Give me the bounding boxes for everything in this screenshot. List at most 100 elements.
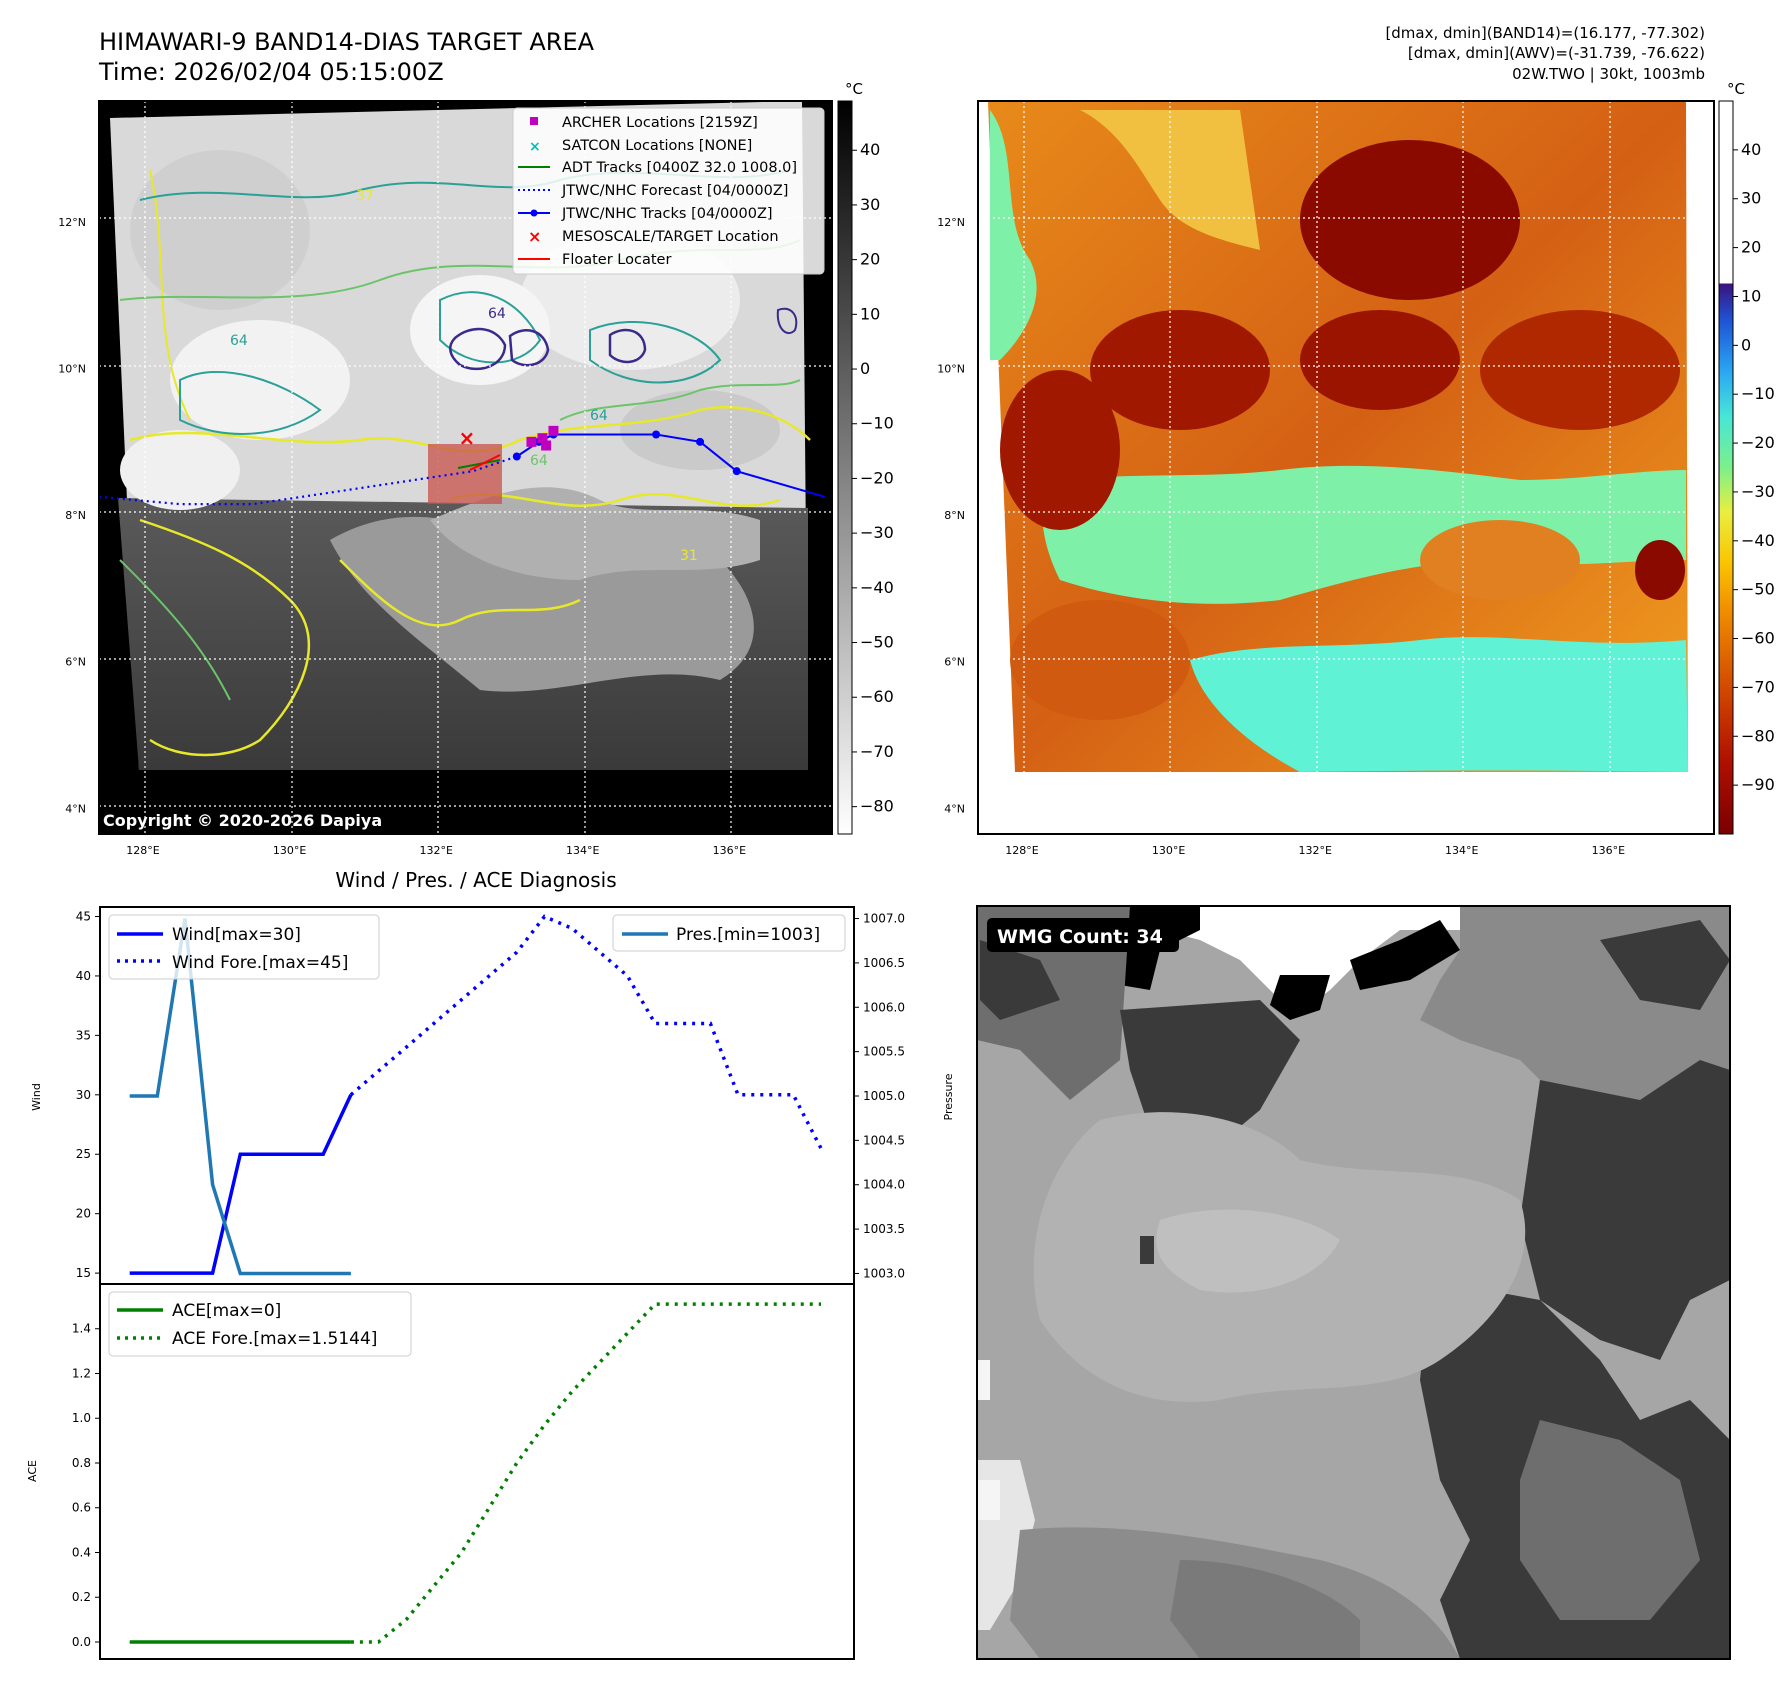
pressure-legend-label: Pres.[min=1003] <box>676 925 820 945</box>
lon-tick-label: 134°E <box>566 844 599 857</box>
colorbar-tick-label: −80 <box>1741 726 1775 745</box>
pressure-axis-label: Pressure <box>942 1073 955 1120</box>
wind-fore-legend-label: Wind Fore.[max=45] <box>172 953 348 973</box>
wmg-panel: WMG Count: 34 <box>976 905 1731 1660</box>
colorbar-tick-label: −10 <box>860 414 894 433</box>
ace-legend-label: ACE[max=0] <box>172 1301 281 1321</box>
track-point <box>652 430 661 439</box>
colorbar-tick-label: 20 <box>1741 238 1761 257</box>
lon-tick-label: 132°E <box>1298 844 1331 857</box>
colorbar-tick-label: −30 <box>860 523 894 542</box>
y-tick-label: 40 <box>76 969 91 983</box>
ace-chart: 0.0 0.2 0.4 0.6 0.8 1.0 1.2 1.4 ACE ACE[max=0] … <box>26 1283 855 1660</box>
wind-legend-label: Wind[max=30] <box>172 925 301 945</box>
colorbar-tick-label: −10 <box>1741 384 1775 403</box>
y2-tick-label: 1004.5 <box>863 1133 905 1147</box>
pressure-line <box>129 918 351 1276</box>
y-tick-label: 15 <box>76 1266 91 1280</box>
info-line-2: [dmax, dmin](AWV)=(-31.739, -76.622) <box>1408 44 1705 62</box>
colorbar-tick-label: −60 <box>1741 629 1775 648</box>
lat-tick-label: 6°N <box>944 656 965 669</box>
floater-box <box>428 444 502 504</box>
colorbar-tick-label: 0 <box>1741 335 1751 354</box>
y-tick-label: 0.4 <box>72 1545 91 1559</box>
archer-point <box>548 425 559 436</box>
y-tick-label: 1.0 <box>72 1411 91 1425</box>
colorbar-tick-label: −50 <box>860 633 894 652</box>
forecast-track-line <box>99 455 518 506</box>
awv-colorbar-unit: °C <box>1727 80 1745 98</box>
y2-tick-label: 1005.0 <box>863 1089 905 1103</box>
y-tick-label: 0.0 <box>72 1635 91 1649</box>
archer-point <box>526 436 537 447</box>
archer-point <box>537 433 548 444</box>
colorbar-tick-label: 30 <box>860 195 880 214</box>
y-tick-label: 0.2 <box>72 1590 91 1604</box>
ir-colorbar-unit: °C <box>845 80 863 98</box>
diagnosis-title: Wind / Pres. / ACE Diagnosis <box>335 868 616 892</box>
lon-tick-label: 136°E <box>713 844 746 857</box>
legend-forecast: JTWC/NHC Forecast [04/0000Z] <box>561 183 788 199</box>
contour-label: 37 <box>356 188 374 204</box>
colorbar-tick-label: −20 <box>860 468 894 487</box>
ir-legend: ARCHER Locations [2159Z] × SATCON Locati… <box>512 107 825 275</box>
legend-marker-satcon: × <box>529 139 541 155</box>
legend-marker-archer <box>530 117 538 125</box>
y-tick-label: 1.2 <box>72 1366 91 1380</box>
ir-colorbar: °C 40 30 20 10 0 −10 −20 −30 −40 −50 −60 −70 −80 <box>837 80 894 835</box>
wmg-count-label: WMG Count: 34 <box>997 926 1163 948</box>
lon-tick-label: 130°E <box>273 844 306 857</box>
track-point <box>696 437 705 446</box>
colorbar-tick-label: −90 <box>1741 775 1775 794</box>
y-tick-label: 30 <box>76 1088 91 1102</box>
y2-tick-label: 1006.5 <box>863 956 905 970</box>
track-point <box>732 467 741 476</box>
colorbar-tick-label: 30 <box>1741 189 1761 208</box>
colorbar-tick-label: −50 <box>1741 580 1775 599</box>
y-tick-label: 20 <box>76 1207 91 1221</box>
legend-archer: ARCHER Locations [2159Z] <box>562 115 758 131</box>
lat-tick-label: 12°N <box>58 216 86 229</box>
y2-tick-label: 1005.5 <box>863 1045 905 1059</box>
y2-tick-label: 1003.0 <box>863 1266 905 1280</box>
legend-adt: ADT Tracks [0400Z 32.0 1008.0] <box>562 160 797 176</box>
colorbar-tick-label: 10 <box>1741 286 1761 305</box>
info-line-1: [dmax, dmin](BAND14)=(16.177, -77.302) <box>1385 24 1705 42</box>
contour-label: 64 <box>590 408 608 424</box>
lat-tick-label: 6°N <box>65 656 86 669</box>
wind-axis-label: Wind <box>30 1083 43 1111</box>
y2-tick-label: 1007.0 <box>863 912 905 926</box>
lon-tick-label: 132°E <box>419 844 452 857</box>
title-line-1: HIMAWARI-9 BAND14-DIAS TARGET AREA <box>99 28 595 56</box>
colorbar-tick-label: −30 <box>1741 482 1775 501</box>
y2-tick-label: 1006.0 <box>863 1000 905 1014</box>
legend-marker-tracks-dot <box>530 209 538 217</box>
legend-marker-target: × <box>528 227 541 246</box>
legend-target: MESOSCALE/TARGET Location <box>562 229 779 245</box>
contour-label: 64 <box>230 333 248 349</box>
contour-label: 31 <box>680 548 698 564</box>
wind-legend: Wind[max=30] Wind Fore.[max=45] <box>108 914 380 980</box>
lat-tick-label: 12°N <box>937 216 965 229</box>
colorbar-tick-label: −80 <box>860 797 894 816</box>
colorbar-tick-label: −40 <box>860 578 894 597</box>
colorbar-tick-label: −40 <box>1741 531 1775 550</box>
ace-forecast-line <box>350 1302 821 1644</box>
colorbar-tick-label: −70 <box>1741 677 1775 696</box>
floater-locater-line <box>469 454 501 471</box>
y2-tick-label: 1003.5 <box>863 1222 905 1236</box>
wind-pressure-chart: 15 20 25 30 35 40 45 1003.0 1003.5 1004.0 1004.5 10… <box>30 906 955 1286</box>
y-tick-label: 1.4 <box>72 1322 91 1336</box>
lat-tick-label: 10°N <box>937 363 965 376</box>
legend-tracks: JTWC/NHC Tracks [04/0000Z] <box>561 206 773 222</box>
y-tick-label: 45 <box>76 910 91 924</box>
colorbar-tick-label: 20 <box>860 250 880 269</box>
y-tick-label: 0.6 <box>72 1501 91 1515</box>
track-point <box>512 452 521 461</box>
title-line-2: Time: 2026/02/04 05:15:00Z <box>98 58 444 86</box>
ace-fore-legend-label: ACE Fore.[max=1.5144] <box>172 1329 377 1349</box>
colorbar-tick-label: 40 <box>1741 140 1761 159</box>
wind-forecast-line <box>349 914 823 1150</box>
copyright: Copyright © 2020-2026 Dapiya <box>103 811 382 830</box>
lat-tick-label: 8°N <box>944 509 965 522</box>
